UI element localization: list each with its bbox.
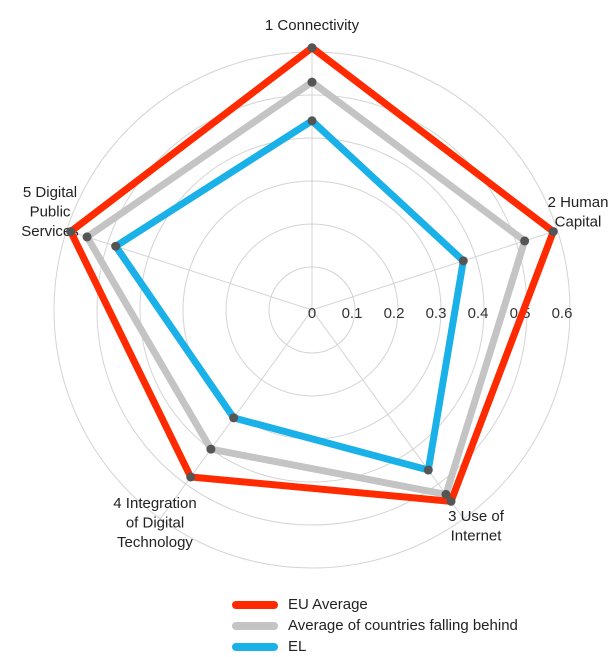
- axis-label-2: Capital: [555, 214, 602, 231]
- data-point-s2-a1: [307, 77, 317, 87]
- axis-label-3: 3 Use of: [448, 508, 505, 525]
- data-point-s1-a4: [186, 472, 196, 482]
- axis-label-3: Internet: [451, 528, 503, 545]
- tick-label: 0.1: [342, 305, 363, 322]
- axis-label-layer: 1 Connectivity 2 Human Capital 3 Use of Inte…: [21, 17, 608, 551]
- data-point-s1-a2: [548, 227, 558, 237]
- axis-label-4: of Digital: [126, 515, 184, 532]
- legend-swatch: [232, 600, 278, 609]
- data-point-s3-a4: [229, 413, 239, 423]
- legend-item: Average of countries falling behind: [232, 615, 518, 636]
- chart-legend: EU Average Average of countries falling b…: [232, 594, 518, 657]
- series-layer: [66, 43, 558, 506]
- data-point-s3-a1: [307, 116, 317, 126]
- tick-label: 0.6: [552, 305, 573, 322]
- legend-swatch: [232, 621, 278, 630]
- tick-label: 0.4: [468, 305, 489, 322]
- data-point-s1-a3: [446, 496, 456, 506]
- legend-label: Average of countries falling behind: [288, 617, 518, 634]
- data-point-s2-a4: [206, 444, 216, 454]
- data-point-s3-a2: [458, 256, 468, 266]
- data-point-s3-a3: [423, 465, 433, 475]
- data-point-s1-a5: [66, 227, 76, 237]
- tick-label: 0.3: [426, 305, 447, 322]
- series-line-2: [82, 77, 529, 499]
- legend-swatch: [232, 642, 278, 651]
- axis-label-5: Services: [21, 223, 79, 240]
- data-point-s2-a3: [441, 489, 451, 499]
- spoke-2: [311, 229, 558, 311]
- legend-label: EL: [288, 638, 307, 655]
- axis-label-4: 4 Integration: [113, 495, 196, 512]
- axis-label-1: 1 Connectivity: [265, 17, 360, 34]
- axis-label-5: Public: [30, 204, 71, 221]
- legend-item: EU Average: [232, 594, 518, 615]
- legend-item: EL: [232, 636, 518, 657]
- data-point-s1-a1: [307, 43, 317, 53]
- spoke-5: [66, 229, 313, 311]
- series-line-1: [66, 43, 558, 506]
- axis-label-4: Technology: [117, 534, 193, 551]
- data-point-s2-a2: [520, 236, 530, 246]
- tick-label-layer: 0 0.1 0.2 0.3 0.4 0.5 0.6: [308, 305, 573, 322]
- data-point-s2-a5: [82, 232, 92, 242]
- series-line-3: [110, 116, 468, 475]
- axis-label-2: 2 Human: [548, 194, 609, 211]
- data-point-s3-a5: [111, 241, 121, 251]
- axis-label-5: 5 Digital: [23, 184, 77, 201]
- grid-layer: [53, 51, 571, 569]
- spoke-3: [311, 309, 465, 520]
- tick-label: 0.2: [384, 305, 405, 322]
- tick-label: 0: [308, 305, 316, 322]
- legend-label: EU Average: [288, 596, 368, 613]
